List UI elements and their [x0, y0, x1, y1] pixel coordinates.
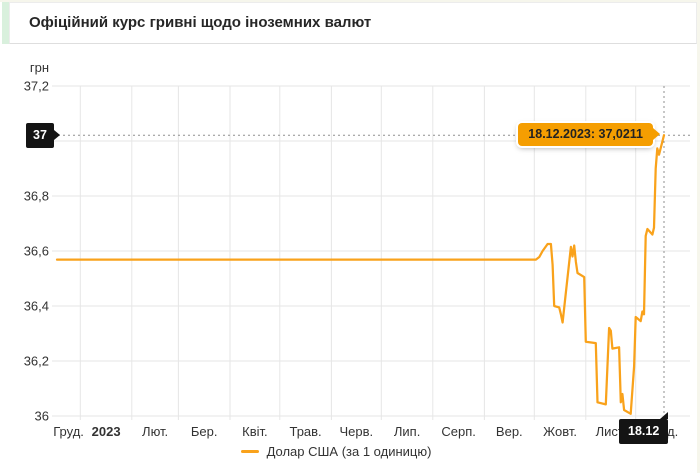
- y-tick-label: 36,6: [24, 244, 49, 259]
- y-tick-label: 36,4: [24, 299, 49, 314]
- chart-tooltip: 18.12.2023: 37,0211: [518, 123, 653, 146]
- x-tick-label: 2023: [92, 424, 121, 439]
- x-tick-label: Вер.: [496, 424, 523, 439]
- y-tick-label: 36,8: [24, 189, 49, 204]
- axis-labels: 36 36,2 36,4 36,6 36,8 37 37,2 грн Груд. 2023 Лют.…: [24, 60, 679, 439]
- crosshair-value-badge: 37: [26, 123, 54, 148]
- chart-header: Офіційний курс гривні щодо іноземних вал…: [9, 2, 697, 44]
- x-tick-label: Серп.: [441, 424, 476, 439]
- x-tick-label: Груд.: [53, 424, 84, 439]
- usd-series-line[interactable]: [55, 134, 666, 415]
- x-tick-label: Трав.: [289, 424, 321, 439]
- y-tick-label: 36,2: [24, 354, 49, 369]
- x-tick-label: Лют.: [142, 424, 168, 439]
- legend-label: Долар США (за 1 одиницю): [266, 444, 432, 459]
- x-tick-label: Лип.: [394, 424, 420, 439]
- legend-line-icon: [240, 450, 259, 453]
- page-edge-right: [697, 0, 700, 473]
- page-edge-top: [0, 0, 700, 2]
- chart-title: Офіційний курс гривні щодо іноземних вал…: [29, 14, 372, 31]
- y-tick-label: 36: [35, 409, 49, 424]
- x-tick-label: Черв.: [339, 424, 373, 439]
- x-tick-label: Лист.: [596, 424, 626, 439]
- tooltip-text: 18.12.2023: 37,0211: [528, 127, 643, 142]
- y-tick-label: 37,2: [24, 79, 49, 94]
- y-axis-unit: грн: [30, 60, 49, 75]
- header-accent-stripe: [2, 2, 9, 44]
- x-tick-label: Квіт.: [242, 424, 268, 439]
- crosshair-date-badge: 18.12: [619, 412, 669, 444]
- chart-legend[interactable]: Долар США (за 1 одиницю): [0, 444, 686, 459]
- x-tick-label: Бер.: [191, 424, 218, 439]
- grid: [52, 85, 690, 420]
- x-tick-label: Жовт.: [543, 424, 577, 439]
